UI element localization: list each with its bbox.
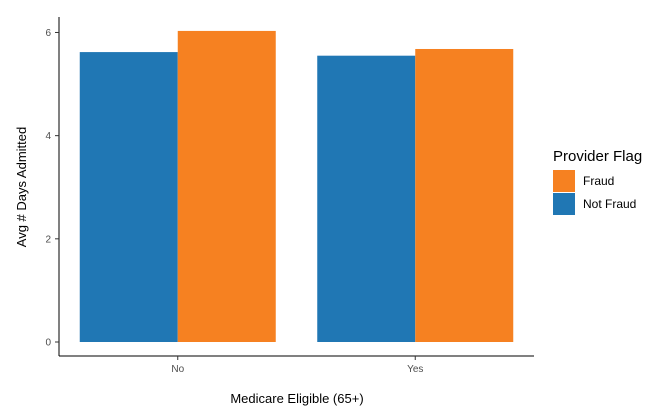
y-tick-label: 2 — [45, 234, 51, 245]
y-tick-label: 4 — [45, 131, 51, 142]
legend-swatch-fraud — [553, 170, 575, 192]
legend-label-not-fraud: Not Fraud — [583, 197, 636, 211]
bars-group — [79, 30, 514, 343]
legend-title: Provider Flag — [553, 148, 642, 165]
x-tick-label: No — [171, 364, 184, 375]
y-axis-title: Avg # Days Admitted — [14, 127, 29, 247]
legend-label-fraud: Fraud — [583, 174, 614, 188]
bar-no-not-fraud — [79, 52, 178, 342]
y-ticks-group: 0 2 4 6 — [45, 28, 59, 349]
y-tick-label: 6 — [45, 28, 51, 39]
bar-no-fraud — [177, 30, 276, 343]
legend: Provider Flag Fraud Not Fraud — [553, 148, 642, 215]
x-ticks-group: No Yes — [171, 356, 423, 375]
x-tick-label: Yes — [407, 364, 423, 375]
bar-yes-fraud — [415, 48, 514, 342]
bar-yes-not-fraud — [317, 55, 416, 342]
x-axis-title: Medicare Eligible (65+) — [230, 391, 363, 406]
legend-swatch-not-fraud — [553, 193, 575, 215]
legend-entries: Fraud Not Fraud — [553, 170, 636, 215]
y-tick-label: 0 — [45, 338, 51, 349]
